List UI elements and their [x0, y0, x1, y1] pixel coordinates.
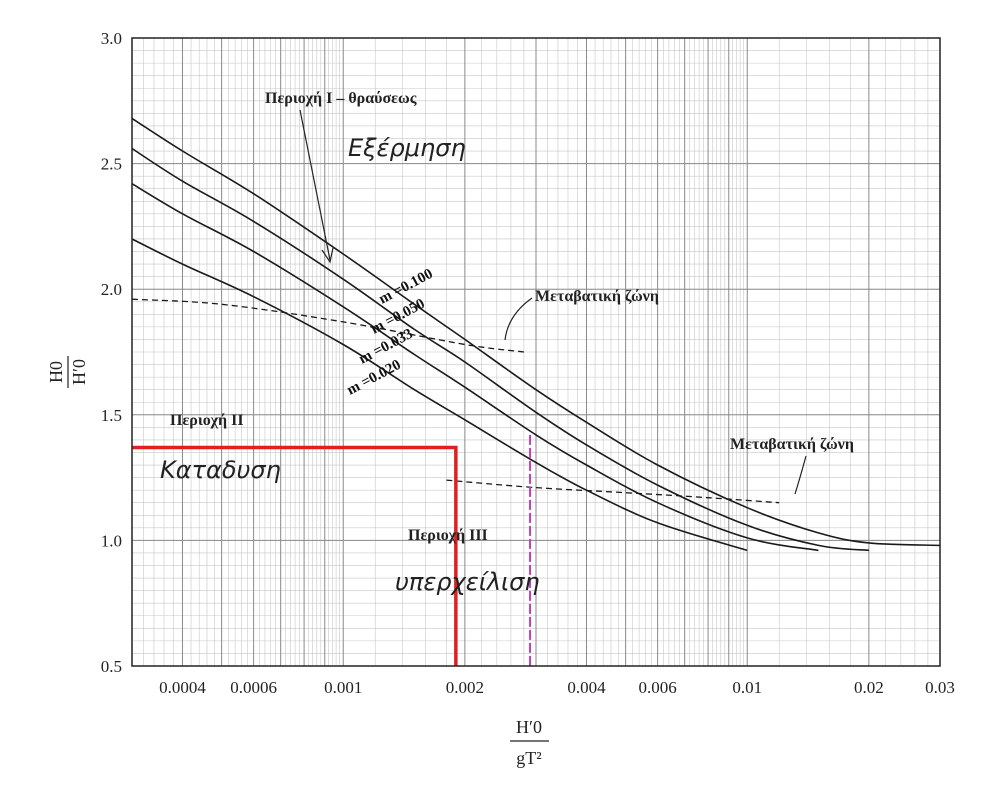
- region3-label: Περιοχή ΙΙΙ: [408, 527, 488, 544]
- region1-arrow: [299, 109, 331, 261]
- transition2-arrow: [794, 455, 807, 495]
- y-tick-labels: 0.5 1.0 1.5 2.0 2.5 3.0: [101, 29, 122, 676]
- region1-arrowhead: [321, 247, 334, 264]
- region2-handwritten: Καταδυση: [160, 456, 281, 484]
- major-grid: [131, 38, 940, 666]
- transition-lines: [131, 298, 780, 504]
- series-line-3: [131, 238, 748, 552]
- x-tick-label: 0.02: [854, 678, 884, 697]
- series-line-0: [131, 117, 941, 547]
- transition1-arrow: [504, 297, 533, 341]
- transition-dash-2: [446, 479, 780, 504]
- transition2-label: Μεταβατική ζώνη: [730, 436, 854, 453]
- x-tick-labels: 0.0004 0.0006 0.001 0.002 0.004 0.006 0.01 0.02…: [159, 678, 955, 697]
- y-tick-label: 1.0: [101, 531, 122, 550]
- highlight-box: [132, 445, 458, 666]
- region2-label: Περιοχή ΙΙ: [170, 412, 244, 429]
- region1-label: Περιοχή Ι – θραύσεως: [265, 90, 417, 107]
- x-tick-label: 0.0004: [159, 678, 206, 697]
- plot-frame: [131, 37, 941, 667]
- y-axis-denominator: H′0: [69, 359, 89, 385]
- y-tick-label: 2.0: [101, 280, 122, 299]
- series-line-1: [131, 147, 869, 552]
- x-tick-label: 0.004: [567, 678, 606, 697]
- y-tick-label: 1.5: [101, 406, 122, 425]
- x-axis-label: H′0 gT²: [510, 717, 549, 768]
- y-tick-label: 3.0: [101, 29, 122, 48]
- x-tick-label: 0.002: [446, 678, 484, 697]
- overlays: [132, 434, 532, 666]
- transition-dash-1: [131, 298, 524, 353]
- x-tick-label: 0.001: [324, 678, 362, 697]
- x-tick-label: 0.0006: [230, 678, 277, 697]
- x-axis-numerator: H′0: [516, 717, 542, 737]
- x-tick-label: 0.01: [732, 678, 762, 697]
- transition1-label: Μεταβατική ζώνη: [535, 288, 659, 305]
- y-axis-label: H0 H′0: [46, 356, 89, 388]
- series-line-2: [131, 183, 819, 552]
- curves: [131, 117, 941, 552]
- series-label-m0100: m =0.100: [376, 266, 435, 308]
- x-axis-denominator: gT²: [516, 748, 541, 768]
- y-axis-numerator: H0: [46, 361, 66, 383]
- y-tick-label: 0.5: [101, 657, 122, 676]
- y-tick-label: 2.5: [101, 155, 122, 174]
- region3-handwritten: υπερχείλιση: [395, 568, 540, 596]
- x-tick-label: 0.006: [638, 678, 676, 697]
- region1-handwritten: Εξέρμηση: [348, 134, 466, 162]
- x-tick-label: 0.03: [925, 678, 955, 697]
